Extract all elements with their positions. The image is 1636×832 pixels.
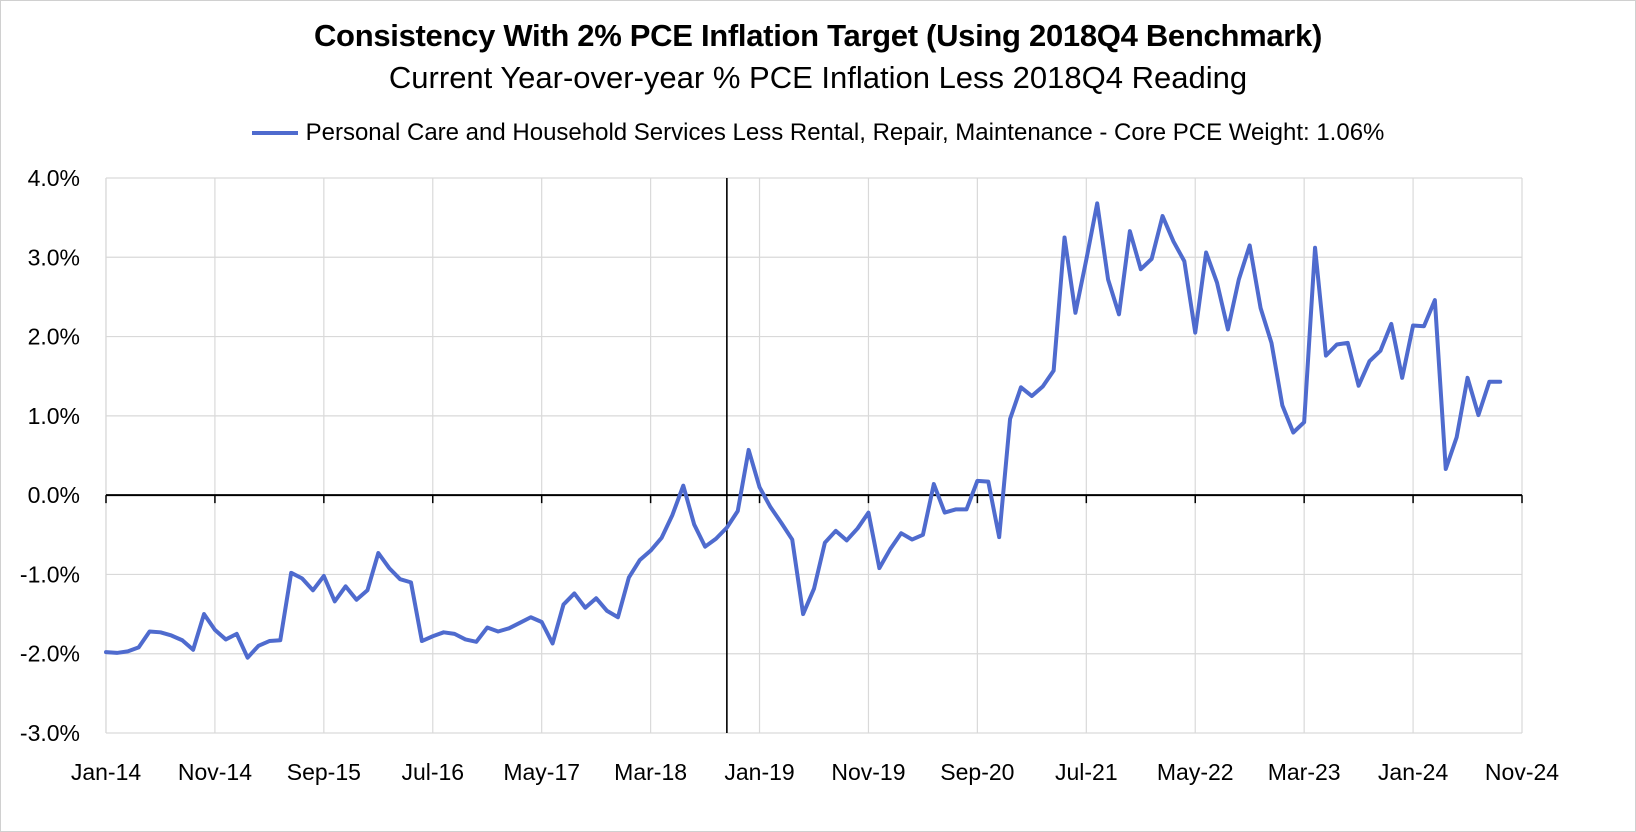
x-tick-label: Mar-23	[1268, 759, 1341, 785]
x-tick-label: Nov-24	[1485, 759, 1559, 785]
y-tick-label: 2.0%	[28, 324, 80, 350]
y-tick-label: -2.0%	[20, 641, 80, 667]
x-tick-label: Jan-14	[71, 759, 142, 785]
x-tick-label: Jul-16	[401, 759, 464, 785]
x-tick-label: Jan-19	[724, 759, 794, 785]
x-tick-label: Jan-24	[1378, 759, 1449, 785]
legend-swatch	[251, 131, 298, 135]
x-tick-label: May-22	[1157, 759, 1234, 785]
y-tick-label: 3.0%	[28, 244, 80, 270]
x-tick-label: Nov-19	[831, 759, 905, 785]
y-tick-label: -1.0%	[20, 561, 80, 587]
x-tick-label: May-17	[503, 759, 580, 785]
x-tick-label: Nov-14	[178, 759, 252, 785]
legend-label: Personal Care and Household Services Les…	[305, 119, 1385, 146]
y-tick-label: 1.0%	[28, 403, 80, 429]
y-tick-label: -3.0%	[20, 720, 80, 746]
x-tick-label: Mar-18	[614, 759, 687, 785]
x-tick-label: Sep-20	[940, 759, 1014, 785]
series-line	[104, 201, 1503, 660]
y-tick-label: 4.0%	[28, 165, 80, 191]
chart-title: Consistency With 2% PCE Inflation Target…	[313, 18, 1323, 53]
chart-subtitle: Current Year-over-year % PCE Inflation L…	[388, 60, 1248, 95]
x-tick-label: Sep-15	[287, 759, 361, 785]
legend: Personal Care and Household Services Les…	[0, 119, 1636, 147]
y-tick-label: 0.0%	[28, 482, 80, 508]
x-tick-label: Jul-21	[1055, 759, 1118, 785]
